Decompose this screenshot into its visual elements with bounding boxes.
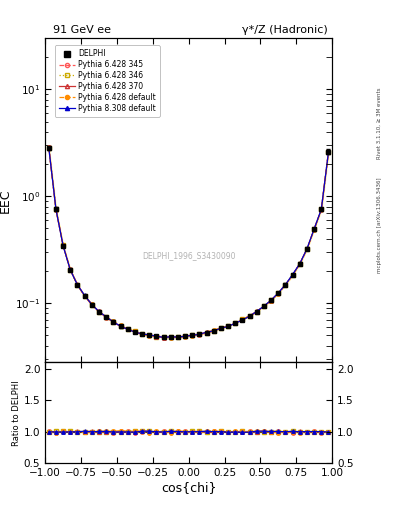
Text: DELPHI_1996_S3430090: DELPHI_1996_S3430090 (142, 251, 235, 260)
Text: 91 GeV ee: 91 GeV ee (53, 25, 111, 35)
Y-axis label: EEC: EEC (0, 188, 12, 212)
Text: γ*/Z (Hadronic): γ*/Z (Hadronic) (242, 25, 328, 35)
X-axis label: cos{chi}: cos{chi} (161, 481, 217, 494)
Y-axis label: Ratio to DELPHI: Ratio to DELPHI (12, 380, 21, 445)
Text: mcplots.cern.ch [arXiv:1306.3436]: mcplots.cern.ch [arXiv:1306.3436] (377, 178, 382, 273)
Legend: DELPHI, Pythia 6.428 345, Pythia 6.428 346, Pythia 6.428 370, Pythia 6.428 defau: DELPHI, Pythia 6.428 345, Pythia 6.428 3… (55, 46, 160, 117)
Text: Rivet 3.1.10, ≥ 3M events: Rivet 3.1.10, ≥ 3M events (377, 87, 382, 159)
